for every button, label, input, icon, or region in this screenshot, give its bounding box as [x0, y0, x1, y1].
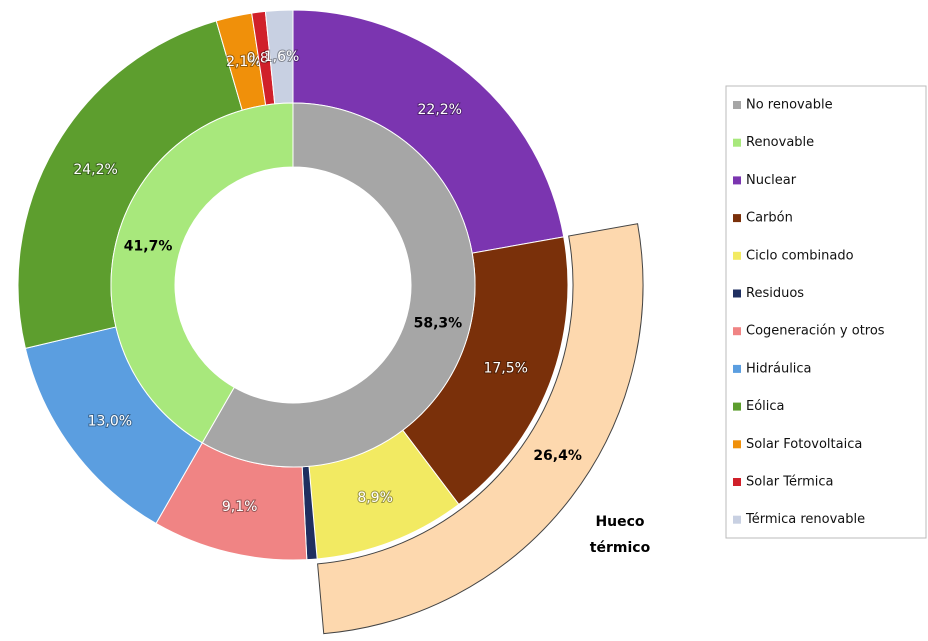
annotation-value: 26,4%: [533, 448, 582, 464]
legend: No renovable Renovable Nuclear Carbón Ciclo …: [733, 98, 885, 527]
annotation-label: Hueco térmico: [590, 514, 651, 556]
legend-label: Residuos: [746, 286, 804, 301]
legend-label: Cogeneración y otros: [746, 324, 885, 339]
legend-swatch: [733, 478, 741, 486]
legend-label: Renovable: [746, 135, 814, 150]
slice-label: 22,2%: [418, 102, 462, 118]
legend-swatch: [733, 289, 741, 298]
legend-swatch: [733, 364, 741, 373]
slice-label: 2,1%: [226, 54, 262, 70]
legend-label: Hidráulica: [746, 361, 812, 376]
slice: [110, 102, 294, 444]
slice-label: 8,9%: [357, 490, 393, 506]
legend-label: Térmica renovable: [745, 512, 865, 527]
slice-label: 9,1%: [222, 499, 258, 515]
slice: [201, 102, 476, 468]
slice-label: 1,6%: [264, 49, 300, 65]
slice-label: 13,0%: [88, 414, 132, 430]
legend-label: Solar Fotovoltaica: [746, 437, 862, 452]
legend-swatch: [733, 402, 741, 411]
legend-swatch: [733, 214, 741, 223]
legend-label: Eólica: [746, 399, 785, 414]
legend-label: Ciclo combinado: [746, 248, 854, 263]
legend-swatch: [733, 515, 741, 524]
slice-label: 24,2%: [73, 162, 117, 178]
legend-swatch: [733, 176, 741, 185]
legend-label: Nuclear: [746, 173, 797, 188]
legend-swatch: [733, 327, 741, 336]
slice-label: 41,7%: [124, 238, 173, 254]
legend-label: No renovable: [746, 98, 833, 113]
legend-swatch: [733, 138, 741, 147]
slice-label: 58,3%: [414, 316, 463, 332]
legend-label: Carbón: [746, 211, 793, 226]
rings: 22,2%17,5%8,9%9,1%13,0%24,2%2,1%0,8%1,6%…: [17, 9, 651, 635]
legend-label: Solar Térmica: [746, 475, 834, 490]
annotation-arc: [317, 223, 644, 635]
legend-swatch: [733, 251, 741, 260]
legend-swatch: [733, 440, 741, 449]
slice-label: 17,5%: [483, 360, 527, 376]
legend-swatch: [733, 101, 741, 109]
legend-box: [725, 85, 927, 539]
